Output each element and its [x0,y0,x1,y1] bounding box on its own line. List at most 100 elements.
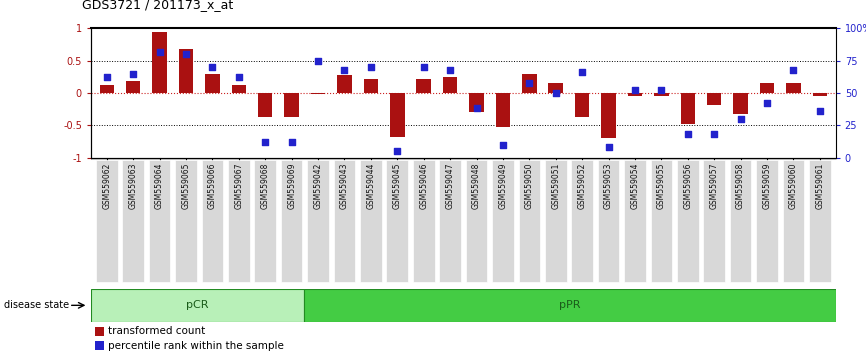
FancyBboxPatch shape [598,160,619,282]
Point [496,142,510,147]
Point [575,69,589,75]
Bar [417,79,431,93]
Point [391,148,404,154]
Text: GSM559052: GSM559052 [578,162,586,209]
FancyBboxPatch shape [650,160,672,282]
Point [734,116,747,122]
Text: GSM559043: GSM559043 [340,162,349,209]
Point [602,144,616,150]
FancyBboxPatch shape [122,160,144,282]
Bar [126,81,140,93]
Bar [786,83,801,93]
Text: GSM559055: GSM559055 [657,162,666,209]
Bar [654,93,669,96]
Text: GSM559060: GSM559060 [789,162,798,209]
Bar [94,327,104,336]
Text: GSM559064: GSM559064 [155,162,164,209]
FancyBboxPatch shape [255,160,276,282]
Point [179,51,193,57]
Bar [681,93,695,124]
Bar [628,93,643,96]
Text: GSM559046: GSM559046 [419,162,428,209]
Point [786,67,800,73]
Bar [575,93,590,118]
FancyBboxPatch shape [307,160,329,282]
Point [708,131,721,137]
FancyBboxPatch shape [175,160,197,282]
Point [417,64,430,70]
Text: GSM559068: GSM559068 [261,162,269,209]
Point [338,67,352,73]
Text: GSM559056: GSM559056 [683,162,692,209]
Text: GSM559053: GSM559053 [604,162,613,209]
Text: GSM559069: GSM559069 [288,162,296,209]
FancyBboxPatch shape [519,160,540,282]
Bar [205,74,220,93]
Point [549,90,563,96]
Text: pCR: pCR [186,300,209,310]
Text: GSM559050: GSM559050 [525,162,533,209]
Bar [100,85,114,93]
Point [813,108,827,114]
Point [469,105,483,111]
Text: disease state: disease state [4,300,69,310]
FancyBboxPatch shape [439,160,461,282]
Text: GSM559049: GSM559049 [499,162,507,209]
Bar [231,85,246,93]
Text: GSM559061: GSM559061 [816,162,824,209]
Bar [548,83,563,93]
Bar [304,289,836,322]
Bar [284,93,299,118]
Bar [178,49,193,93]
Text: GDS3721 / 201173_x_at: GDS3721 / 201173_x_at [82,0,234,11]
FancyBboxPatch shape [572,160,593,282]
Bar [337,75,352,93]
Point [443,67,457,73]
FancyBboxPatch shape [730,160,752,282]
FancyBboxPatch shape [677,160,699,282]
FancyBboxPatch shape [149,160,171,282]
Text: GSM559042: GSM559042 [313,162,322,209]
Bar [364,79,378,93]
Text: transformed count: transformed count [107,326,205,336]
Text: GSM559045: GSM559045 [393,162,402,209]
Point [522,80,536,85]
FancyBboxPatch shape [202,160,223,282]
Point [152,49,166,55]
Text: GSM559047: GSM559047 [446,162,455,209]
FancyBboxPatch shape [96,160,118,282]
FancyBboxPatch shape [413,160,435,282]
Point [628,87,642,93]
FancyBboxPatch shape [228,160,249,282]
Text: GSM559048: GSM559048 [472,162,481,209]
Text: GSM559066: GSM559066 [208,162,216,209]
FancyBboxPatch shape [281,160,302,282]
Bar [812,93,827,96]
Bar [258,93,273,118]
FancyBboxPatch shape [333,160,355,282]
FancyBboxPatch shape [783,160,805,282]
Bar [443,77,457,93]
Text: GSM559059: GSM559059 [763,162,772,209]
FancyBboxPatch shape [545,160,566,282]
FancyBboxPatch shape [809,160,830,282]
Point [285,139,299,145]
FancyBboxPatch shape [466,160,488,282]
Point [364,64,378,70]
Bar [734,93,748,114]
Point [311,58,325,63]
Point [126,71,140,76]
Point [258,139,272,145]
Bar [759,83,774,93]
FancyBboxPatch shape [703,160,725,282]
Text: GSM559051: GSM559051 [552,162,560,209]
FancyBboxPatch shape [492,160,514,282]
Text: GSM559065: GSM559065 [182,162,191,209]
FancyBboxPatch shape [624,160,646,282]
Text: GSM559057: GSM559057 [710,162,719,209]
Bar [495,93,510,127]
Bar [311,93,326,94]
Text: GSM559058: GSM559058 [736,162,745,209]
Bar [469,93,484,112]
Text: GSM559063: GSM559063 [129,162,138,209]
